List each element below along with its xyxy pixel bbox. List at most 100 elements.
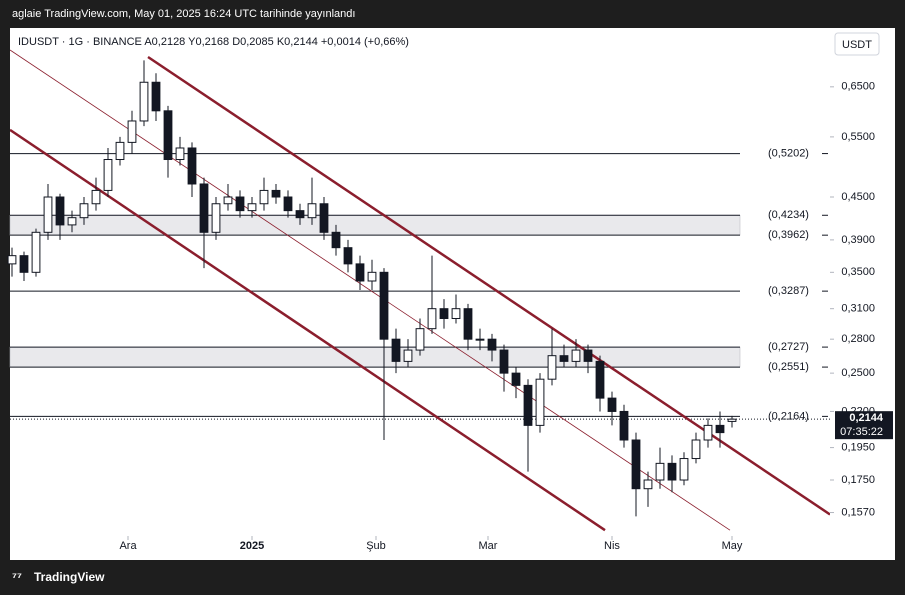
zone [9, 346, 741, 368]
last-price-label: 0,2144 [849, 412, 884, 424]
candle-body [295, 210, 305, 219]
y-tick-label: 0,1750 [841, 474, 875, 486]
level-label: (0,3962) [768, 229, 809, 241]
candle-body [271, 189, 281, 198]
candle-body [379, 271, 389, 340]
level-label: (0,2727) [768, 341, 809, 353]
candle-body [571, 349, 581, 362]
candle-body [343, 247, 353, 265]
candle-body [463, 308, 473, 340]
y-tick-label: 0,6500 [841, 81, 875, 93]
candle-body [43, 196, 53, 233]
last-price-box [835, 411, 893, 440]
candle-body [475, 338, 485, 341]
candle-body [139, 81, 149, 122]
candle-body [535, 378, 545, 426]
candle-body [595, 360, 605, 399]
candle-body [163, 110, 173, 161]
candle-body [583, 349, 593, 362]
candle-body [235, 196, 245, 212]
candle-body [439, 308, 449, 320]
y-tick-label: 0,3900 [841, 234, 875, 246]
candle-body [127, 120, 137, 143]
candle-body [247, 203, 257, 212]
candle-body [511, 372, 521, 386]
x-tick-label: Şub [366, 540, 386, 552]
candle-body [715, 424, 725, 434]
brand: TradingView [34, 570, 105, 584]
currency-box[interactable] [834, 32, 880, 56]
published-note: aglaie TradingView.com, May 01, 2025 16:… [12, 8, 355, 20]
candle-body [211, 203, 221, 233]
level-label: (0,2164) [768, 410, 809, 422]
candle-body [355, 263, 365, 282]
y-tick-label: 0,1950 [841, 441, 875, 453]
candle-body [55, 196, 65, 226]
candle-body [403, 349, 413, 362]
candle-body [223, 196, 233, 205]
trendline [10, 128, 606, 532]
y-tick-label: 0,4500 [841, 191, 875, 203]
candle-body [307, 203, 317, 219]
candle-body [367, 271, 377, 282]
candle-body [643, 479, 653, 490]
candle-body [631, 439, 641, 490]
level-label: (0,2551) [768, 361, 809, 373]
candle-body [391, 338, 401, 362]
level-label: (0,4234) [768, 209, 809, 221]
candle-body [103, 159, 113, 191]
candle-body [679, 458, 689, 481]
candle-body [451, 308, 461, 320]
candle-body [199, 183, 209, 233]
level-label: (0,5202) [768, 147, 809, 159]
candle-body [115, 141, 125, 161]
zone [9, 215, 741, 236]
x-tick-label: May [722, 540, 743, 552]
candle-body [703, 424, 713, 441]
candle-body [655, 462, 665, 481]
logo-mark: ⁷⁷ [12, 570, 22, 584]
level-label: (0,3287) [768, 285, 809, 297]
candle-body [415, 328, 425, 351]
candle-body [31, 231, 41, 273]
candle-body [523, 384, 533, 426]
x-tick-label: Nis [604, 540, 620, 552]
candle-body [667, 462, 677, 481]
y-tick-label: 0,3100 [841, 303, 875, 315]
candle-body [487, 338, 497, 351]
candle-body [499, 349, 509, 374]
x-tick-label: Ara [119, 540, 137, 552]
y-tick-label: 0,2500 [841, 367, 875, 379]
candle-body [79, 203, 89, 219]
candle-body [331, 231, 341, 249]
candle-body [7, 255, 17, 265]
candle-body [151, 81, 161, 112]
candle-body [187, 147, 197, 185]
candle-body [259, 189, 269, 205]
candle-body [427, 308, 437, 330]
candle-body [175, 147, 185, 161]
chart-area [10, 28, 895, 560]
x-tick-label: 2025 [240, 540, 264, 552]
candle-body [559, 355, 569, 362]
candle-body [691, 439, 701, 460]
candle-body [619, 410, 629, 441]
y-tick-label: 0,3500 [841, 266, 875, 278]
candle-body [727, 418, 737, 422]
x-tick-label: Mar [479, 540, 498, 552]
y-tick-label: 0,2800 [841, 333, 875, 345]
candle-body [19, 255, 29, 273]
candle-body [283, 196, 293, 212]
symbol-line: IDUSDT · 1G · BINANCE A0,2128 Y0,2168 D0… [18, 36, 409, 48]
currency[interactable]: USDT [842, 39, 872, 51]
candle-body [67, 217, 77, 226]
trendline [147, 55, 830, 516]
y-tick-label: 0,1570 [841, 506, 875, 518]
y-tick-label: 0,5500 [841, 131, 875, 143]
countdown: 07:35:22 [840, 426, 883, 438]
candle-body [547, 355, 557, 380]
candle-body [607, 397, 617, 412]
candle-body [91, 189, 101, 205]
candle-body [319, 203, 329, 233]
